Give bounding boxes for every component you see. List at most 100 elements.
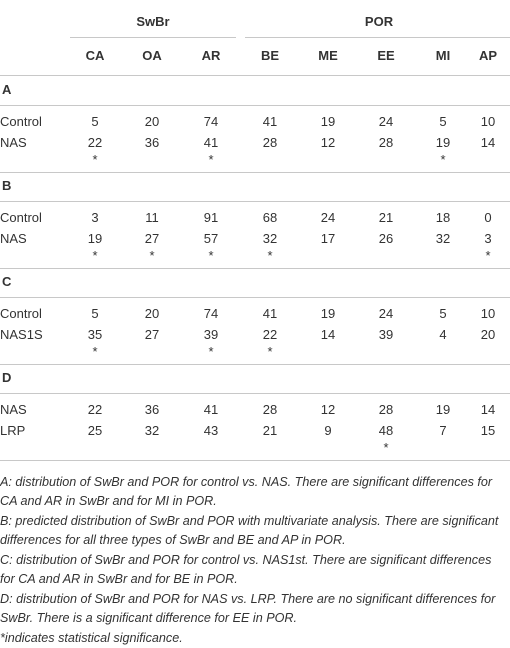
cell: 17 — [320, 230, 336, 246]
cell: 24 — [378, 306, 394, 321]
cell: 9 — [324, 422, 332, 438]
section-label: A — [2, 82, 12, 97]
cell: 19 — [435, 134, 451, 150]
divider — [0, 172, 510, 173]
cell: 28 — [378, 402, 394, 417]
column-header: OA — [142, 48, 162, 63]
cell: 41 — [203, 134, 219, 150]
cell: 41 — [262, 114, 278, 129]
cell: 21 — [262, 422, 278, 438]
cell: 24 — [378, 114, 394, 129]
cell: 22 — [87, 134, 103, 150]
cell: 11 — [145, 210, 159, 225]
footnote: D: distribution of SwBr and POR for NAS … — [0, 592, 496, 625]
section-label: C — [2, 274, 12, 289]
divider — [0, 105, 510, 106]
cell: 20 — [480, 326, 496, 342]
footnote: B: predicted distribution of SwBr and PO… — [0, 514, 499, 547]
cell: 14 — [480, 134, 496, 150]
cell: 19 — [320, 114, 336, 129]
cell: 19 — [320, 306, 336, 321]
cell: 22 — [262, 326, 278, 342]
cell: 19 — [87, 230, 103, 246]
column-header: EE — [377, 48, 395, 63]
cell: 10 — [480, 114, 496, 129]
significance-mark: * — [208, 152, 214, 167]
cell: 7 — [439, 422, 447, 438]
cell: 32 — [144, 422, 160, 438]
cell: 32 — [435, 230, 451, 246]
cell: 24 — [320, 210, 336, 225]
cell: 57 — [203, 230, 219, 246]
significance-mark: * — [92, 344, 98, 359]
cell: 5 — [91, 114, 99, 129]
column-header: BE — [260, 48, 280, 63]
cell: 26 — [378, 230, 394, 246]
divider — [0, 460, 510, 461]
group-header: SwBr — [136, 14, 170, 29]
cell: 35 — [87, 326, 103, 342]
footnote: C: distribution of SwBr and POR for cont… — [0, 553, 492, 586]
divider — [0, 393, 510, 394]
row-label: NAS — [0, 134, 27, 150]
column-header: AR — [201, 48, 221, 63]
cell: 43 — [203, 422, 219, 438]
row-label: Control — [0, 306, 42, 321]
cell: 5 — [439, 306, 447, 321]
cell: 28 — [262, 402, 278, 417]
row-label: Control — [0, 114, 42, 129]
row-label: NAS — [0, 230, 27, 246]
divider — [245, 37, 510, 38]
cell: 15 — [480, 422, 496, 438]
cell: 3 — [484, 230, 492, 246]
cell: 39 — [203, 326, 219, 342]
significance-mark: * — [267, 344, 273, 359]
section-label: D — [2, 370, 12, 385]
cell: 27 — [144, 230, 160, 246]
cell: 3 — [91, 210, 99, 225]
significance-mark: * — [149, 248, 155, 263]
cell: 48 — [378, 422, 394, 438]
cell: 5 — [91, 306, 99, 321]
cell: 74 — [203, 306, 219, 321]
column-header: MI — [435, 48, 451, 63]
cell: 74 — [203, 114, 219, 129]
cell: 28 — [378, 134, 394, 150]
section-label: B — [2, 178, 12, 193]
cell: 14 — [480, 402, 496, 417]
cell: 91 — [203, 210, 219, 225]
divider — [0, 75, 510, 76]
cell: 36 — [144, 402, 160, 417]
significance-mark: * — [440, 152, 446, 167]
cell: 20 — [144, 114, 160, 129]
footnote: *indicates statistical significance. — [0, 631, 183, 645]
row-label: Control — [0, 210, 42, 225]
cell: 14 — [320, 326, 336, 342]
row-label: NAS — [0, 402, 27, 417]
cell: 18 — [435, 210, 451, 225]
cell: 32 — [262, 230, 278, 246]
cell: 21 — [378, 210, 394, 225]
cell: 41 — [262, 306, 278, 321]
row-label: LRP — [0, 422, 26, 438]
column-header: CA — [85, 48, 105, 63]
cell: 36 — [144, 134, 160, 150]
cell: 12 — [320, 402, 336, 417]
cell: 41 — [203, 402, 219, 417]
significance-mark: * — [208, 248, 214, 263]
column-header: ME — [318, 48, 338, 63]
significance-mark: * — [208, 344, 214, 359]
cell: 0 — [484, 210, 492, 225]
divider — [0, 201, 510, 202]
significance-mark: * — [267, 248, 273, 263]
group-header: POR — [364, 14, 394, 29]
cell: 22 — [87, 402, 103, 417]
cell: 19 — [435, 402, 451, 417]
cell: 25 — [87, 422, 103, 438]
cell: 10 — [480, 306, 496, 321]
cell: 27 — [144, 326, 160, 342]
cell: 12 — [320, 134, 336, 150]
cell: 4 — [439, 326, 447, 342]
divider — [70, 37, 236, 38]
